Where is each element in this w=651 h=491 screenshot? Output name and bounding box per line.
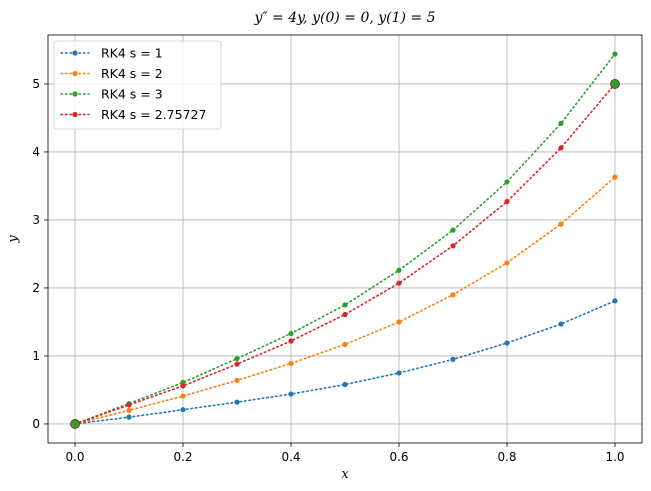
legend-marker-3 bbox=[72, 91, 78, 97]
series-lines bbox=[74, 53, 616, 425]
data-point bbox=[450, 227, 456, 233]
data-point bbox=[180, 407, 186, 413]
data-point bbox=[612, 51, 618, 57]
legend-label-4: RK4 s = 2.75727 bbox=[101, 107, 206, 122]
data-point bbox=[342, 381, 348, 388]
data-point bbox=[558, 321, 564, 327]
x-tick-label: 0.8 bbox=[497, 450, 516, 464]
boundary-points bbox=[70, 79, 620, 429]
data-point bbox=[558, 120, 564, 126]
legend-marker-2 bbox=[72, 70, 78, 77]
data-point bbox=[180, 393, 186, 399]
data-point bbox=[234, 361, 240, 367]
data-point bbox=[504, 340, 510, 346]
data-point bbox=[288, 330, 294, 337]
y-tick-label: 0 bbox=[32, 417, 40, 431]
y-tick-label: 1 bbox=[32, 349, 40, 363]
plot-frame bbox=[47, 34, 643, 444]
data-point bbox=[126, 414, 132, 420]
data-point bbox=[504, 260, 510, 266]
data-point bbox=[396, 280, 402, 286]
legend-label-1: RK4 s = 1 bbox=[101, 46, 163, 61]
data-point bbox=[288, 360, 294, 367]
data-point bbox=[342, 311, 348, 318]
legend: RK4 s = 1 RK4 s = 2 RK4 s = 3 RK4 s = 2.757… bbox=[53, 40, 222, 130]
data-point bbox=[126, 402, 132, 408]
data-point bbox=[126, 407, 132, 413]
y-tick-label: 4 bbox=[32, 145, 40, 159]
data-point bbox=[234, 356, 240, 362]
y-axis-label: y bbox=[6, 235, 21, 244]
axis-ticks: 0.0 0.2 0.4 0.6 0.8 1.0 0 1 2 3 4 5 bbox=[32, 77, 624, 464]
series-line-4 bbox=[74, 83, 616, 425]
x-tick-label: 0.0 bbox=[65, 450, 84, 464]
boundary-point bbox=[70, 419, 80, 429]
x-axis-label: x bbox=[341, 467, 349, 482]
x-tick-label: 0.2 bbox=[173, 450, 192, 464]
data-point bbox=[288, 391, 294, 397]
data-point bbox=[558, 221, 564, 227]
legend-box bbox=[53, 40, 222, 130]
series-line-2 bbox=[74, 176, 616, 425]
data-point bbox=[342, 341, 348, 347]
series-markers bbox=[72, 51, 618, 427]
y-tick-label: 3 bbox=[32, 213, 40, 227]
data-point bbox=[612, 174, 618, 180]
data-point bbox=[558, 145, 564, 151]
data-point bbox=[450, 243, 456, 249]
boundary-point bbox=[610, 79, 620, 89]
data-point bbox=[342, 302, 348, 308]
data-point bbox=[396, 267, 402, 273]
data-point bbox=[396, 370, 402, 376]
legend-marker-4 bbox=[72, 111, 78, 118]
data-point bbox=[504, 199, 510, 205]
series-line-1 bbox=[74, 300, 616, 425]
data-point bbox=[450, 292, 456, 298]
data-point bbox=[612, 298, 618, 304]
x-tick-label: 0.6 bbox=[389, 450, 408, 464]
x-tick-label: 1.0 bbox=[605, 450, 624, 464]
y-tick-label: 2 bbox=[32, 281, 40, 295]
y-tick-label: 5 bbox=[32, 77, 40, 91]
series-line-3 bbox=[74, 53, 616, 425]
data-point bbox=[234, 377, 240, 384]
legend-label-3: RK4 s = 3 bbox=[101, 87, 163, 102]
x-tick-label: 0.4 bbox=[281, 450, 300, 464]
data-point bbox=[396, 319, 402, 325]
data-point bbox=[450, 356, 456, 362]
legend-marker-1 bbox=[72, 50, 78, 56]
data-point bbox=[234, 399, 240, 405]
data-point bbox=[288, 338, 294, 344]
chart-title: y″ = 4y, y(0) = 0, y(1) = 5 bbox=[253, 10, 435, 26]
legend-label-2: RK4 s = 2 bbox=[101, 66, 163, 81]
data-point bbox=[504, 179, 510, 185]
data-point bbox=[180, 383, 186, 389]
